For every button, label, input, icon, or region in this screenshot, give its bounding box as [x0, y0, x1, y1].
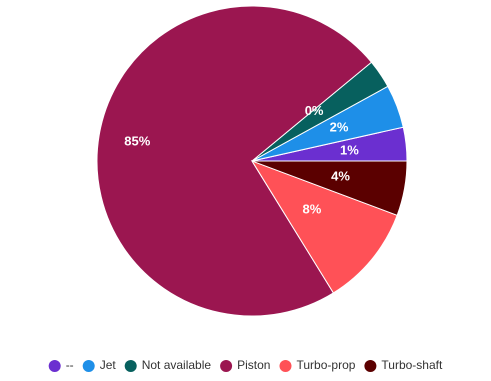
legend-label: Turbo-shaft [381, 358, 443, 372]
legend-marker [82, 360, 95, 372]
legend-label: Piston [237, 358, 270, 372]
legend-marker [364, 360, 377, 372]
slice-percent-label: 85% [124, 134, 150, 149]
legend-label: Jet [100, 358, 117, 372]
pie-slices [96, 5, 408, 317]
slice-percent-label: 0% [305, 103, 324, 118]
legend-marker [48, 360, 61, 372]
pie-slice-labels: 1% 2% 0% 85% 8% 4% [124, 103, 359, 217]
pie-slice-piston [96, 5, 373, 317]
legend-marker [124, 360, 137, 372]
chart-legend: -- Jet Not available Piston Turbo-prop Turbo-… [48, 358, 443, 372]
pie-slice-turbo-prop [250, 160, 398, 294]
slice-percent-label: 2% [330, 120, 349, 135]
slice-percent-label: 8% [303, 202, 322, 217]
legend-marker [220, 360, 233, 372]
slice-percent-label: 4% [331, 168, 350, 183]
pie-slice-turbo-shaft [251, 160, 408, 216]
legend-marker [279, 360, 292, 372]
slice-percent-label: 1% [340, 143, 359, 158]
legend-label: -- [66, 358, 74, 372]
legend-label: Not available [142, 358, 212, 372]
legend-label: Turbo-prop [297, 358, 356, 372]
